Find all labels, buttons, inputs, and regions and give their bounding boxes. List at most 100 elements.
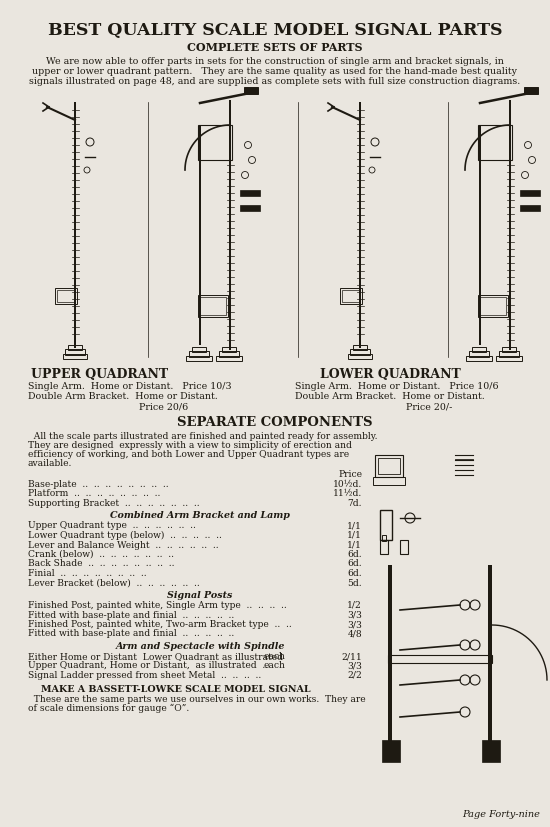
Text: Back Shade  ..  ..  ..  ..  ..  ..  ..  ..: Back Shade .. .. .. .. .. .. .. .. — [28, 560, 174, 568]
Bar — [469, 351, 489, 357]
Text: available.: available. — [28, 459, 73, 468]
Text: Lower Quadrant type (below)  ..  ..  ..  ..  ..: Lower Quadrant type (below) .. .. .. .. … — [28, 531, 222, 540]
Text: They are designed  expressly with a view to simplicity of erection and: They are designed expressly with a view … — [28, 441, 352, 450]
Text: Combined Arm Bracket and Lamp: Combined Arm Bracket and Lamp — [110, 512, 290, 520]
Bar — [198, 295, 228, 317]
Bar — [198, 125, 232, 160]
Bar — [380, 540, 388, 554]
Bar — [244, 87, 258, 94]
Bar — [348, 354, 372, 359]
Bar — [520, 190, 540, 196]
Text: Base-plate  ..  ..  ..  ..  ..  ..  ..  ..: Base-plate .. .. .. .. .. .. .. .. — [28, 480, 169, 489]
Bar — [186, 356, 212, 361]
Text: Signal Ladder pressed from sheet Metal  ..  ..  ..  ..: Signal Ladder pressed from sheet Metal .… — [28, 671, 261, 680]
Text: 2/11: 2/11 — [341, 652, 362, 661]
Bar — [488, 565, 492, 750]
Text: each: each — [264, 662, 286, 671]
Text: LOWER QUADRANT: LOWER QUADRANT — [320, 368, 460, 381]
Text: 2/2: 2/2 — [347, 671, 362, 680]
Bar — [382, 740, 400, 762]
Text: 1/1: 1/1 — [347, 522, 362, 530]
Bar — [216, 356, 242, 361]
Bar — [65, 349, 85, 355]
Bar — [340, 288, 362, 304]
Bar — [509, 100, 511, 350]
Text: Signal Posts: Signal Posts — [167, 591, 233, 600]
Bar — [375, 455, 403, 477]
Bar — [219, 351, 239, 357]
Bar — [478, 295, 508, 317]
Bar — [524, 87, 538, 94]
Bar — [359, 102, 361, 348]
Text: SEPARATE COMPONENTS: SEPARATE COMPONENTS — [177, 416, 373, 429]
Text: MAKE A BASSETT-LOWKE SCALE MODEL SIGNAL: MAKE A BASSETT-LOWKE SCALE MODEL SIGNAL — [28, 685, 311, 694]
Text: Either Home or Distant  Lower Quadrant as illustrated: Either Home or Distant Lower Quadrant as… — [28, 652, 283, 661]
Text: All the scale parts illustrated are finished and painted ready for assembly.: All the scale parts illustrated are fini… — [28, 432, 377, 441]
Bar — [472, 347, 486, 352]
Text: Upper Quadrant, Home or Distant,  as illustrated  ..: Upper Quadrant, Home or Distant, as illu… — [28, 662, 268, 671]
Bar — [63, 354, 87, 359]
Bar — [240, 190, 260, 196]
Bar — [342, 290, 360, 302]
Bar — [350, 349, 370, 355]
Bar — [499, 351, 519, 357]
Bar — [10, 97, 540, 362]
Bar — [466, 356, 492, 361]
Text: 11½d.: 11½d. — [333, 490, 362, 499]
Text: We are now able to offer parts in sets for the construction of single arm and br: We are now able to offer parts in sets f… — [46, 57, 504, 66]
Text: Double Arm Bracket.  Home or Distant.: Double Arm Bracket. Home or Distant. — [28, 392, 218, 401]
Text: Double Arm Bracket.  Home or Distant.: Double Arm Bracket. Home or Distant. — [295, 392, 485, 401]
Bar — [353, 345, 367, 350]
Bar — [480, 297, 506, 315]
Text: COMPLETE SETS OF PARTS: COMPLETE SETS OF PARTS — [187, 42, 363, 53]
Text: each: each — [264, 652, 286, 661]
Text: Single Arm.  Home or Distant.   Price 10/3: Single Arm. Home or Distant. Price 10/3 — [28, 382, 232, 391]
Text: 1/1: 1/1 — [347, 541, 362, 549]
Bar — [373, 477, 405, 485]
Text: 7d.: 7d. — [348, 499, 362, 508]
Bar — [199, 125, 201, 345]
Text: 1/1: 1/1 — [347, 531, 362, 540]
Text: Upper Quadrant type  ..  ..  ..  ..  ..  ..: Upper Quadrant type .. .. .. .. .. .. — [28, 522, 196, 530]
Text: Finished Post, painted white, Single Arm type  ..  ..  ..  ..: Finished Post, painted white, Single Arm… — [28, 601, 287, 610]
Text: 5d.: 5d. — [348, 579, 362, 587]
Text: 4/8: 4/8 — [347, 629, 362, 638]
Text: 6d.: 6d. — [348, 560, 362, 568]
Text: 6d.: 6d. — [348, 569, 362, 578]
Text: Single Arm.  Home or Distant.   Price 10/6: Single Arm. Home or Distant. Price 10/6 — [295, 382, 499, 391]
Bar — [229, 100, 231, 350]
Text: These are the same parts we use ourselves in our own works.  They are: These are the same parts we use ourselve… — [28, 695, 366, 704]
Text: Price: Price — [338, 470, 362, 479]
Text: 3/3: 3/3 — [347, 620, 362, 629]
Bar — [240, 205, 260, 211]
Bar — [192, 347, 206, 352]
Bar — [502, 347, 516, 352]
Bar — [57, 290, 75, 302]
Bar — [482, 740, 500, 762]
Bar — [222, 347, 236, 352]
Text: Fitted with base-plate and finial  ..  ..  ..  ..  ..: Fitted with base-plate and finial .. .. … — [28, 610, 234, 619]
Text: UPPER QUADRANT: UPPER QUADRANT — [31, 368, 168, 381]
Text: Lever Bracket (below)  ..  ..  ..  ..  ..  ..: Lever Bracket (below) .. .. .. .. .. .. — [28, 579, 200, 587]
Text: efficiency of working, and both Lower and Upper Quadrant types are: efficiency of working, and both Lower an… — [28, 450, 349, 459]
Bar — [388, 655, 492, 663]
Text: Crank (below)  ..  ..  ..  ..  ..  ..  ..: Crank (below) .. .. .. .. .. .. .. — [28, 550, 174, 559]
Text: Supporting Bracket  ..  ..  ..  ..  ..  ..  ..: Supporting Bracket .. .. .. .. .. .. .. — [28, 499, 200, 508]
Bar — [68, 345, 82, 350]
Text: 1/2: 1/2 — [347, 601, 362, 610]
Text: BEST QUALITY SCALE MODEL SIGNAL PARTS: BEST QUALITY SCALE MODEL SIGNAL PARTS — [48, 22, 502, 39]
Text: Arm and Spectacle with Spindle: Arm and Spectacle with Spindle — [116, 642, 285, 651]
Text: Finial  ..  ..  ..  ..  ..  ..  ..  ..: Finial .. .. .. .. .. .. .. .. — [28, 569, 147, 578]
Text: Price 20/6: Price 20/6 — [28, 402, 188, 411]
Bar — [520, 205, 540, 211]
Text: 3/3: 3/3 — [347, 610, 362, 619]
Bar — [479, 125, 481, 345]
Bar — [380, 510, 392, 540]
Bar — [496, 356, 522, 361]
Bar — [74, 102, 76, 348]
Text: 3/3: 3/3 — [347, 662, 362, 671]
Bar — [382, 535, 386, 541]
Bar — [55, 288, 77, 304]
Text: Price 20/-: Price 20/- — [295, 402, 452, 411]
Text: 6d.: 6d. — [348, 550, 362, 559]
